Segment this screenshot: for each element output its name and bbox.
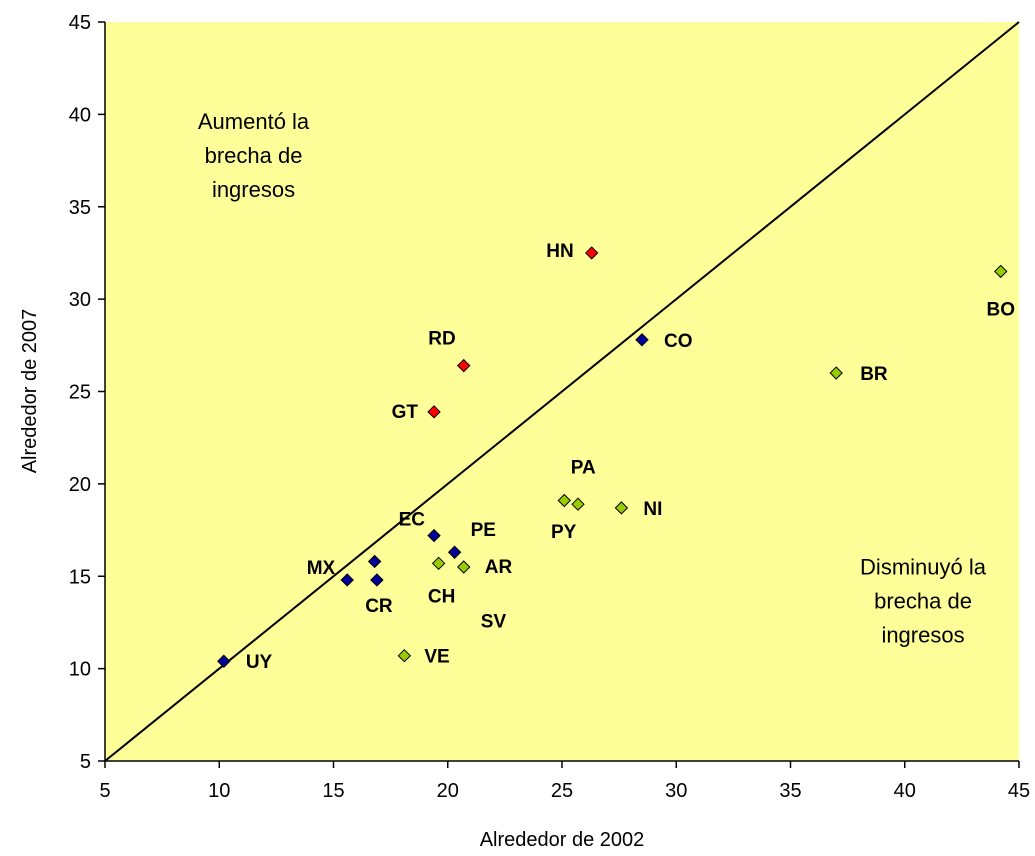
- point-labels: HN RD GT CO EC PE MX CR UY BO BR PA PY NI CH AR SV VE: [246, 241, 1015, 673]
- data-points: [217, 246, 1008, 668]
- point-label-sv: SV: [481, 612, 507, 633]
- x-axis-title: Alrededor de 2002: [480, 829, 645, 851]
- diagonal-reference-line: [104, 21, 1020, 762]
- y-tick-label: 40: [69, 104, 91, 126]
- data-point-rd: [457, 358, 471, 373]
- annotation-2-line-2: brecha de: [874, 588, 972, 613]
- y-tick-label: 35: [69, 197, 91, 219]
- point-label-ch: CH: [428, 586, 455, 607]
- point-label-gt: GT: [392, 402, 419, 423]
- data-point-unlabeled: [367, 554, 382, 569]
- data-point-ch: [431, 556, 446, 571]
- point-label-ve: VE: [424, 647, 449, 668]
- x-tick-label: 40: [894, 780, 916, 802]
- data-point-hn: [584, 246, 599, 260]
- y-tick-label: 20: [69, 474, 91, 496]
- annotations: Aumentó la brecha de ingresos Disminuyó la b…: [198, 109, 987, 647]
- point-label-pe: PE: [471, 520, 496, 541]
- y-tick-label: 45: [69, 12, 91, 34]
- x-tick-label: 20: [437, 780, 459, 802]
- data-point-py: [571, 497, 585, 511]
- y-tick-label: 5: [80, 751, 91, 773]
- data-point-ar: [457, 560, 471, 574]
- point-label-pa: PA: [571, 458, 596, 479]
- data-point-mx: [340, 573, 354, 587]
- annotation-1-line-3: ingresos: [212, 177, 295, 202]
- point-label-uy: UY: [246, 652, 273, 673]
- x-tick-label: 25: [551, 780, 573, 802]
- data-point-pa: [557, 493, 571, 508]
- point-label-ar: AR: [485, 557, 513, 578]
- y-tick-label: 15: [69, 566, 91, 588]
- data-point-co: [635, 333, 649, 347]
- data-point-ve: [397, 648, 412, 663]
- data-point-cr: [370, 573, 384, 587]
- point-label-py: PY: [551, 522, 577, 543]
- y-tick-label: 25: [69, 382, 91, 404]
- x-tick-label: 5: [99, 780, 110, 802]
- annotation-1-line-2: brecha de: [205, 143, 303, 168]
- point-label-mx: MX: [307, 558, 336, 579]
- data-point-bo: [994, 264, 1008, 279]
- x-tick-label: 15: [322, 780, 344, 802]
- x-tick-label: 10: [208, 780, 230, 802]
- data-point-br: [829, 366, 843, 380]
- annotation-2-line-3: ingresos: [881, 622, 964, 647]
- x-tick-label: 35: [779, 780, 801, 802]
- data-point-ni: [614, 501, 629, 515]
- data-point-ec: [427, 528, 441, 543]
- point-label-ni: NI: [643, 499, 662, 520]
- point-label-cr: CR: [365, 596, 393, 617]
- data-point-pe: [447, 545, 462, 559]
- data-point-uy: [217, 654, 231, 668]
- point-label-br: BR: [860, 364, 888, 385]
- point-label-co: CO: [664, 331, 693, 352]
- y-axis-title: Alrededor de 2007: [19, 309, 41, 474]
- point-label-bo: BO: [986, 299, 1015, 320]
- annotation-1-line-1: Aumentó la: [198, 109, 310, 134]
- x-tick-label: 45: [1008, 780, 1030, 802]
- y-tick-label: 30: [69, 289, 91, 311]
- point-label-hn: HN: [546, 241, 573, 262]
- data-point-gt: [427, 405, 441, 419]
- y-tick-label: 10: [69, 659, 91, 681]
- point-label-ec: EC: [399, 510, 426, 531]
- x-tick-label: 30: [665, 780, 687, 802]
- axis-ticks: 5 10 15 20 25 30 35 40 45 5 10 15 20 25 30 35 40 45: [69, 12, 1030, 802]
- annotation-2-line-1: Disminuyó la: [860, 554, 987, 579]
- point-label-rd: RD: [428, 329, 455, 350]
